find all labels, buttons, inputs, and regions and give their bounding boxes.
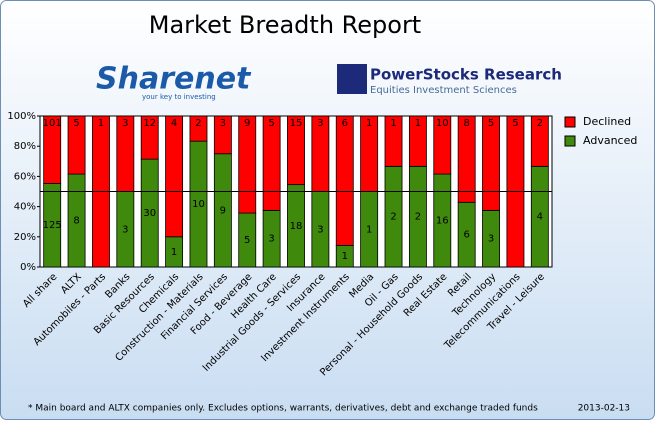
- data-label: 6: [342, 118, 348, 129]
- data-label: 16: [436, 216, 449, 227]
- data-label: 4: [537, 212, 543, 223]
- data-label: 3: [268, 234, 274, 245]
- bar: [189, 115, 208, 142]
- y-tick-label: 60%: [14, 171, 36, 182]
- bar: [287, 115, 305, 186]
- bar: [408, 115, 427, 167]
- chart-title: Market Breadth Report: [149, 11, 421, 39]
- legend-label: Declined: [583, 115, 631, 128]
- data-label: 1: [390, 118, 396, 129]
- data-label: 4: [171, 118, 177, 129]
- data-label: 8: [463, 118, 469, 129]
- data-label: 1: [366, 118, 372, 129]
- bar: [238, 115, 257, 214]
- data-label: 5: [244, 235, 250, 246]
- logo: Sharenet: [96, 62, 252, 97]
- data-label: 10: [192, 199, 205, 210]
- logo-tagline: your key to investing: [142, 93, 216, 101]
- bar: [482, 115, 500, 211]
- data-label: 30: [143, 208, 156, 219]
- data-label: 15: [290, 118, 303, 129]
- y-tick-label: 20%: [14, 232, 36, 243]
- data-label: 5: [512, 118, 518, 129]
- data-label: 8: [73, 216, 79, 227]
- data-label: 5: [73, 118, 79, 129]
- data-label: 5: [268, 118, 274, 129]
- data-label: 10: [436, 118, 449, 129]
- y-tick-label: 0%: [20, 262, 36, 273]
- data-label: 2: [537, 118, 543, 129]
- date: 2013-02-13: [578, 404, 630, 414]
- data-label: 2: [415, 212, 421, 223]
- data-label: 3: [317, 118, 323, 129]
- data-label: 3: [122, 224, 128, 235]
- bar: [335, 115, 354, 246]
- data-label: 18: [290, 221, 303, 232]
- data-label: 12: [143, 118, 156, 129]
- data-label: 101: [43, 118, 62, 129]
- data-label: 1: [171, 247, 177, 258]
- data-label: 2: [390, 212, 396, 223]
- data-label: 3: [488, 234, 494, 245]
- bar: [433, 115, 452, 175]
- logo: PowerStocks Research: [370, 66, 562, 84]
- data-label: 1: [366, 224, 372, 235]
- data-label: 2: [195, 118, 201, 129]
- data-label: 6: [463, 230, 469, 241]
- data-label: 3: [317, 224, 323, 235]
- legend-label: Advanced: [583, 134, 637, 147]
- legend-swatch: [564, 135, 576, 147]
- bar: [140, 115, 159, 160]
- bar: [530, 115, 549, 167]
- data-label: 9: [244, 118, 250, 129]
- data-label: 3: [220, 118, 226, 129]
- data-label: 1: [98, 118, 104, 129]
- data-label: 3: [122, 118, 128, 129]
- y-tick-label: 40%: [14, 202, 36, 213]
- bar: [384, 115, 403, 167]
- legend-swatch: [564, 116, 576, 128]
- data-label: 1: [342, 251, 348, 262]
- bar: [457, 115, 476, 203]
- bar: [165, 115, 184, 238]
- bar: [67, 115, 86, 175]
- data-label: 1: [415, 118, 421, 129]
- bar: [262, 115, 281, 211]
- y-tick-label: 100%: [7, 111, 36, 122]
- footnote: * Main board and ALTX companies only. Ex…: [28, 404, 538, 414]
- logo-tagline: Equities Investment Sciences: [370, 85, 517, 96]
- logo-icon: [337, 64, 367, 94]
- bar: [43, 115, 62, 184]
- data-label: 125: [43, 220, 62, 231]
- bar: [213, 115, 232, 155]
- data-label: 9: [220, 205, 226, 216]
- y-tick-label: 80%: [14, 141, 36, 152]
- data-label: 5: [488, 118, 494, 129]
